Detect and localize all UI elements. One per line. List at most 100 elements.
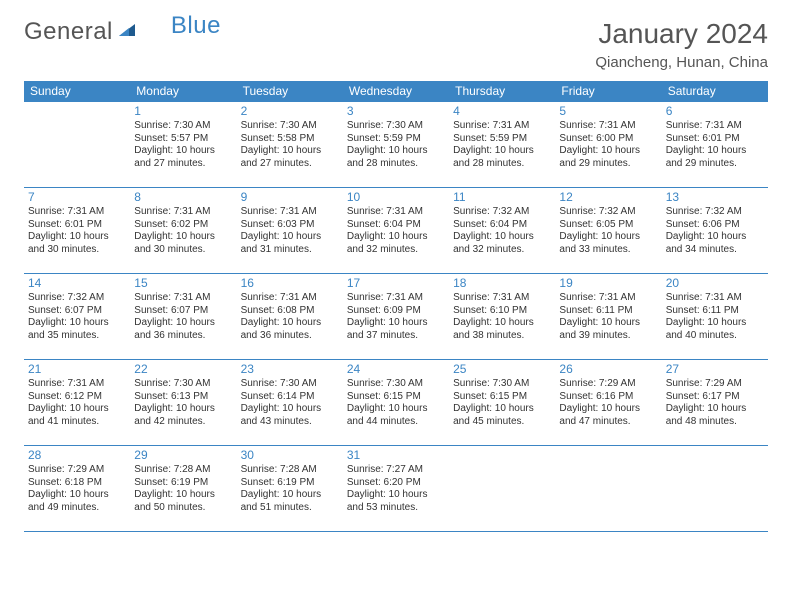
sunset-line: Sunset: 6:07 PM	[28, 305, 126, 318]
calendar-row: 14Sunrise: 7:32 AMSunset: 6:07 PMDayligh…	[24, 274, 768, 360]
day-cell: 14Sunrise: 7:32 AMSunset: 6:07 PMDayligh…	[24, 274, 130, 360]
day-cell: 16Sunrise: 7:31 AMSunset: 6:08 PMDayligh…	[237, 274, 343, 360]
daylight-line: Daylight: 10 hours and 43 minutes.	[241, 403, 339, 428]
day-number: 30	[241, 448, 339, 463]
sunset-line: Sunset: 5:58 PM	[241, 133, 339, 146]
calendar-row: 1Sunrise: 7:30 AMSunset: 5:57 PMDaylight…	[24, 102, 768, 188]
daylight-line: Daylight: 10 hours and 45 minutes.	[453, 403, 551, 428]
day-number: 10	[347, 190, 445, 205]
sunrise-line: Sunrise: 7:30 AM	[347, 120, 445, 133]
sunset-line: Sunset: 6:12 PM	[28, 391, 126, 404]
daylight-line: Daylight: 10 hours and 28 minutes.	[347, 145, 445, 170]
day-header: Wednesday	[343, 81, 449, 102]
day-header: Tuesday	[237, 81, 343, 102]
sunset-line: Sunset: 6:16 PM	[559, 391, 657, 404]
day-number: 12	[559, 190, 657, 205]
day-cell: 17Sunrise: 7:31 AMSunset: 6:09 PMDayligh…	[343, 274, 449, 360]
day-number: 28	[28, 448, 126, 463]
day-number: 9	[241, 190, 339, 205]
daylight-line: Daylight: 10 hours and 29 minutes.	[559, 145, 657, 170]
day-header: Monday	[130, 81, 236, 102]
sunset-line: Sunset: 5:59 PM	[453, 133, 551, 146]
day-cell: 13Sunrise: 7:32 AMSunset: 6:06 PMDayligh…	[662, 188, 768, 274]
day-cell: 10Sunrise: 7:31 AMSunset: 6:04 PMDayligh…	[343, 188, 449, 274]
day-cell: 19Sunrise: 7:31 AMSunset: 6:11 PMDayligh…	[555, 274, 661, 360]
daylight-line: Daylight: 10 hours and 38 minutes.	[453, 317, 551, 342]
day-number: 18	[453, 276, 551, 291]
daylight-line: Daylight: 10 hours and 42 minutes.	[134, 403, 232, 428]
day-cell: 18Sunrise: 7:31 AMSunset: 6:10 PMDayligh…	[449, 274, 555, 360]
sunrise-line: Sunrise: 7:31 AM	[666, 120, 764, 133]
sunrise-line: Sunrise: 7:28 AM	[134, 464, 232, 477]
day-cell: 9Sunrise: 7:31 AMSunset: 6:03 PMDaylight…	[237, 188, 343, 274]
daylight-line: Daylight: 10 hours and 41 minutes.	[28, 403, 126, 428]
day-number: 15	[134, 276, 232, 291]
day-number: 20	[666, 276, 764, 291]
daylight-line: Daylight: 10 hours and 31 minutes.	[241, 231, 339, 256]
day-cell: 24Sunrise: 7:30 AMSunset: 6:15 PMDayligh…	[343, 360, 449, 446]
sunset-line: Sunset: 6:08 PM	[241, 305, 339, 318]
daylight-line: Daylight: 10 hours and 34 minutes.	[666, 231, 764, 256]
day-cell: 20Sunrise: 7:31 AMSunset: 6:11 PMDayligh…	[662, 274, 768, 360]
sunrise-line: Sunrise: 7:31 AM	[559, 120, 657, 133]
daylight-line: Daylight: 10 hours and 36 minutes.	[134, 317, 232, 342]
sunset-line: Sunset: 6:11 PM	[559, 305, 657, 318]
day-cell-empty	[24, 102, 130, 188]
sunset-line: Sunset: 6:13 PM	[134, 391, 232, 404]
day-cell: 31Sunrise: 7:27 AMSunset: 6:20 PMDayligh…	[343, 446, 449, 532]
day-number: 2	[241, 104, 339, 119]
daylight-line: Daylight: 10 hours and 51 minutes.	[241, 489, 339, 514]
logo-text-blue: Blue	[171, 12, 221, 40]
daylight-line: Daylight: 10 hours and 39 minutes.	[559, 317, 657, 342]
sunset-line: Sunset: 6:14 PM	[241, 391, 339, 404]
sunset-line: Sunset: 6:15 PM	[347, 391, 445, 404]
sunset-line: Sunset: 6:09 PM	[347, 305, 445, 318]
day-cell: 4Sunrise: 7:31 AMSunset: 5:59 PMDaylight…	[449, 102, 555, 188]
daylight-line: Daylight: 10 hours and 30 minutes.	[134, 231, 232, 256]
sunrise-line: Sunrise: 7:31 AM	[134, 206, 232, 219]
day-cell: 29Sunrise: 7:28 AMSunset: 6:19 PMDayligh…	[130, 446, 236, 532]
sunset-line: Sunset: 6:19 PM	[241, 477, 339, 490]
daylight-line: Daylight: 10 hours and 53 minutes.	[347, 489, 445, 514]
logo-text-general: General	[24, 18, 113, 46]
sunset-line: Sunset: 6:20 PM	[347, 477, 445, 490]
day-number: 13	[666, 190, 764, 205]
location: Qiancheng, Hunan, China	[595, 54, 768, 71]
daylight-line: Daylight: 10 hours and 32 minutes.	[453, 231, 551, 256]
sunrise-line: Sunrise: 7:30 AM	[134, 120, 232, 133]
sunrise-line: Sunrise: 7:32 AM	[453, 206, 551, 219]
sunrise-line: Sunrise: 7:31 AM	[453, 292, 551, 305]
sunset-line: Sunset: 6:19 PM	[134, 477, 232, 490]
sunrise-line: Sunrise: 7:30 AM	[453, 378, 551, 391]
sunrise-line: Sunrise: 7:29 AM	[666, 378, 764, 391]
sunrise-line: Sunrise: 7:29 AM	[559, 378, 657, 391]
sunset-line: Sunset: 6:04 PM	[453, 219, 551, 232]
day-header: Sunday	[24, 81, 130, 102]
day-number: 6	[666, 104, 764, 119]
daylight-line: Daylight: 10 hours and 35 minutes.	[28, 317, 126, 342]
sunrise-line: Sunrise: 7:30 AM	[347, 378, 445, 391]
sunrise-line: Sunrise: 7:28 AM	[241, 464, 339, 477]
day-cell: 27Sunrise: 7:29 AMSunset: 6:17 PMDayligh…	[662, 360, 768, 446]
day-number: 11	[453, 190, 551, 205]
day-number: 17	[347, 276, 445, 291]
day-header-row: SundayMondayTuesdayWednesdayThursdayFrid…	[24, 81, 768, 102]
day-header: Thursday	[449, 81, 555, 102]
sunrise-line: Sunrise: 7:31 AM	[241, 206, 339, 219]
sunset-line: Sunset: 6:11 PM	[666, 305, 764, 318]
sunset-line: Sunset: 6:18 PM	[28, 477, 126, 490]
sunset-line: Sunset: 6:01 PM	[28, 219, 126, 232]
day-cell: 15Sunrise: 7:31 AMSunset: 6:07 PMDayligh…	[130, 274, 236, 360]
sunrise-line: Sunrise: 7:32 AM	[559, 206, 657, 219]
daylight-line: Daylight: 10 hours and 49 minutes.	[28, 489, 126, 514]
day-number: 22	[134, 362, 232, 377]
day-cell: 25Sunrise: 7:30 AMSunset: 6:15 PMDayligh…	[449, 360, 555, 446]
sunrise-line: Sunrise: 7:30 AM	[241, 120, 339, 133]
day-cell: 11Sunrise: 7:32 AMSunset: 6:04 PMDayligh…	[449, 188, 555, 274]
daylight-line: Daylight: 10 hours and 32 minutes.	[347, 231, 445, 256]
logo-triangle-icon	[117, 20, 137, 45]
sunrise-line: Sunrise: 7:32 AM	[666, 206, 764, 219]
header: General Blue January 2024 Qiancheng, Hun…	[24, 18, 768, 71]
sunrise-line: Sunrise: 7:31 AM	[666, 292, 764, 305]
title-block: January 2024 Qiancheng, Hunan, China	[595, 18, 768, 71]
